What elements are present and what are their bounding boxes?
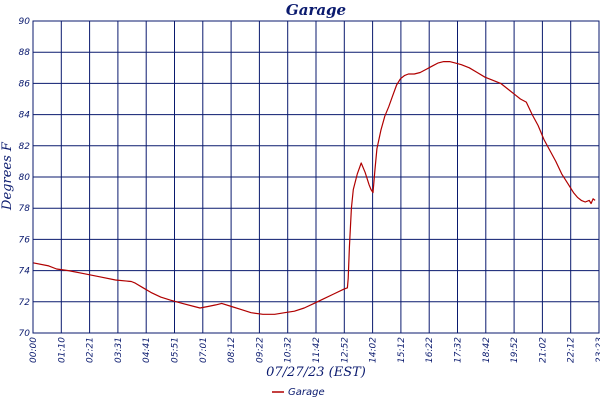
y-tick-label: 84 (19, 111, 31, 121)
x-tick-label: 12:52 (340, 337, 350, 363)
x-tick-label: 05:51 (171, 337, 181, 363)
x-tick-label: 16:22 (425, 337, 435, 363)
x-tick-label: 18:42 (482, 337, 492, 363)
x-tick-label: 15:12 (397, 337, 407, 363)
x-tick-label: 00:00 (29, 337, 39, 363)
x-tick-label: 17:32 (454, 337, 464, 363)
chart-gridlines (32, 20, 600, 334)
series-line-garage (32, 60, 596, 315)
x-tick-label: 10:32 (284, 337, 294, 363)
y-tick-label: 78 (19, 204, 31, 214)
x-tick-label: 23:23 (595, 337, 600, 363)
x-axis-label: 07/27/23 (EST) (266, 365, 366, 380)
y-tick-label: 86 (19, 79, 31, 89)
x-tick-label: 04:41 (142, 337, 152, 363)
plot-area-frame (32, 20, 600, 334)
x-tick-label: 14:02 (369, 337, 379, 363)
y-tick-label: 88 (19, 48, 31, 58)
legend-label-garage: Garage (288, 387, 325, 398)
x-tick-label: 01:10 (57, 337, 67, 363)
y-tick-label: 90 (19, 17, 31, 27)
x-tick-label: 09:22 (255, 337, 265, 363)
y-tick-label: 70 (19, 329, 31, 339)
x-tick-label: 11:42 (312, 337, 322, 363)
y-tick-label: 72 (19, 298, 31, 308)
chart-legend: Garage (272, 387, 325, 398)
x-tick-label: 02:21 (86, 337, 96, 363)
y-axis-ticks: 70 72 74 76 78 80 82 84 86 88 90 (19, 17, 31, 339)
chart-title: Garage (286, 1, 346, 19)
series-layer (32, 60, 596, 315)
x-tick-label: 07:01 (199, 337, 209, 363)
x-tick-label: 22:12 (567, 337, 577, 363)
x-tick-label: 21:02 (538, 337, 548, 363)
x-tick-label: 08:12 (227, 337, 237, 363)
x-tick-label: 03:31 (114, 337, 124, 363)
y-tick-label: 82 (19, 142, 31, 152)
y-tick-label: 80 (19, 173, 31, 183)
y-axis-label: Degrees F (0, 141, 15, 211)
y-tick-label: 74 (19, 267, 31, 277)
x-axis-ticks: 00:00 01:10 02:21 03:31 04:41 05:51 07:01 08:12… (29, 337, 600, 363)
x-tick-label: 19:52 (510, 337, 520, 363)
y-tick-label: 76 (19, 235, 31, 245)
